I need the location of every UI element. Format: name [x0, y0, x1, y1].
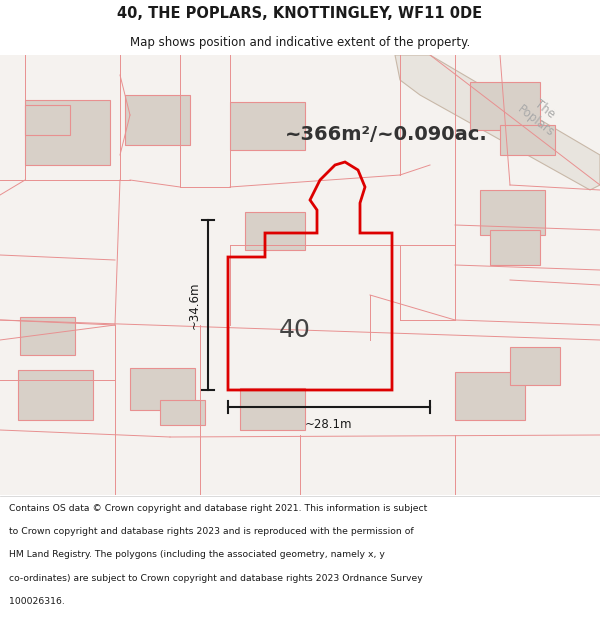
Text: ~366m²/~0.090ac.: ~366m²/~0.090ac. [285, 126, 488, 144]
Bar [455, 372, 525, 420]
Bar [245, 212, 305, 250]
Text: co-ordinates) are subject to Crown copyright and database rights 2023 Ordnance S: co-ordinates) are subject to Crown copyr… [9, 574, 423, 582]
Text: 40, THE POPLARS, KNOTTINGLEY, WF11 0DE: 40, THE POPLARS, KNOTTINGLEY, WF11 0DE [118, 6, 482, 21]
Bar [490, 230, 540, 265]
Text: Map shows position and indicative extent of the property.: Map shows position and indicative extent… [130, 36, 470, 49]
Text: HM Land Registry. The polygons (including the associated geometry, namely x, y: HM Land Registry. The polygons (includin… [9, 551, 385, 559]
Bar [510, 347, 560, 385]
Bar [18, 370, 93, 420]
Bar [480, 190, 545, 235]
Bar [160, 400, 205, 425]
Bar [240, 388, 305, 430]
Text: Contains OS data © Crown copyright and database right 2021. This information is : Contains OS data © Crown copyright and d… [9, 504, 427, 513]
Bar [25, 100, 110, 165]
Text: 40: 40 [279, 318, 311, 342]
Text: The
Poplars: The Poplars [514, 91, 566, 139]
Text: ~28.1m: ~28.1m [305, 419, 353, 431]
Bar [500, 125, 555, 155]
Text: ~34.6m: ~34.6m [187, 281, 200, 329]
Bar [25, 105, 70, 135]
Bar [130, 368, 195, 410]
Text: 100026316.: 100026316. [9, 597, 65, 606]
Text: to Crown copyright and database rights 2023 and is reproduced with the permissio: to Crown copyright and database rights 2… [9, 528, 413, 536]
Bar [470, 82, 540, 130]
Bar [20, 317, 75, 355]
Bar [230, 102, 305, 150]
Polygon shape [395, 55, 600, 190]
Bar [125, 95, 190, 145]
